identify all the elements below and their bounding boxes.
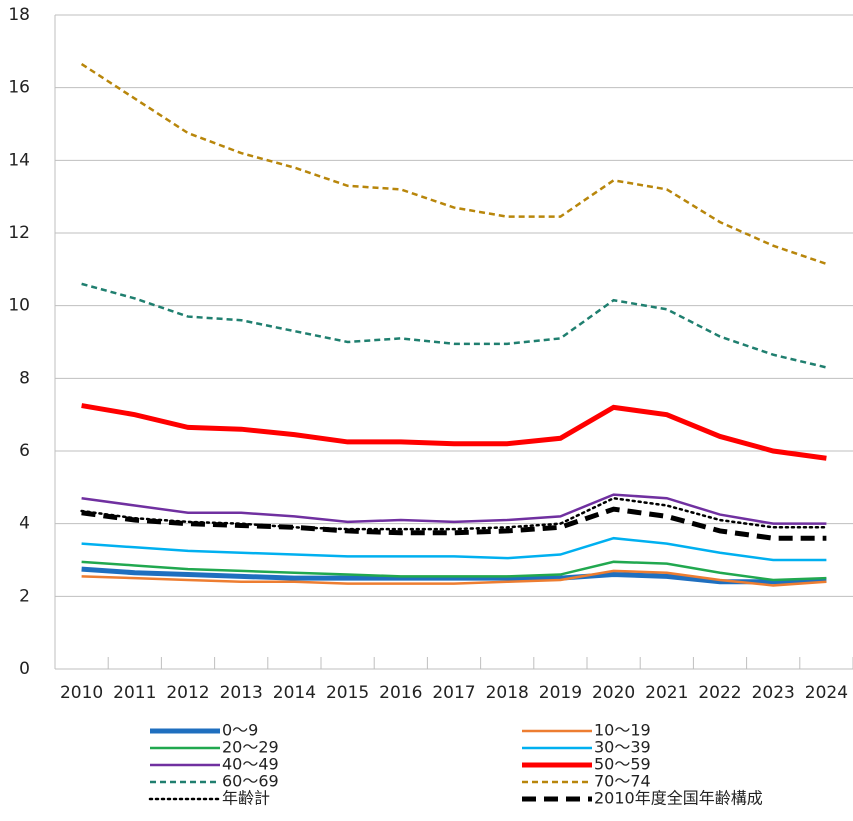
x-tick-label: 2012 — [166, 683, 209, 703]
legend-label: 30～39 — [594, 738, 651, 757]
x-tick-label: 2011 — [113, 683, 156, 703]
x-tick-label: 2010 — [60, 683, 103, 703]
y-tick-label: 2 — [19, 586, 30, 606]
series-line — [81, 403, 827, 461]
series-line — [81, 506, 827, 541]
legend-label: 60～69 — [222, 772, 279, 791]
legend-label: 0～9 — [222, 721, 258, 740]
y-tick-label: 12 — [8, 223, 30, 243]
x-tick-label: 2019 — [539, 683, 582, 703]
y-tick-label: 16 — [8, 78, 30, 98]
y-tick-label: 4 — [19, 514, 30, 534]
y-tick-label: 10 — [8, 296, 30, 316]
series-line — [80, 496, 828, 531]
y-tick-label: 6 — [19, 441, 30, 461]
series-line — [81, 566, 827, 585]
series-line — [81, 569, 827, 587]
series-line — [81, 536, 827, 562]
series-line — [81, 282, 827, 369]
legend-label: 年齢計 — [222, 789, 270, 808]
x-tick-label: 2022 — [698, 683, 741, 703]
x-tick-label: 2018 — [486, 683, 529, 703]
x-tick-label: 2020 — [592, 683, 635, 703]
legend-label: 40～49 — [222, 755, 279, 774]
legend-label: 2010年度全国年齢構成 — [594, 789, 763, 808]
legend-label: 20～29 — [222, 738, 279, 757]
x-tick-label: 2021 — [645, 683, 688, 703]
x-tick-label: 2014 — [273, 683, 316, 703]
y-tick-label: 8 — [19, 368, 30, 388]
x-tick-label: 2015 — [326, 683, 369, 703]
x-tick-label: 2024 — [805, 683, 848, 703]
y-tick-label: 18 — [8, 5, 30, 25]
x-tick-label: 2023 — [752, 683, 795, 703]
legend-label: 10～19 — [594, 721, 651, 740]
x-tick-label: 2016 — [379, 683, 422, 703]
series-line — [81, 560, 827, 582]
legend-label: 70～74 — [594, 772, 651, 791]
x-tick-label: 2013 — [220, 683, 263, 703]
y-tick-label: 0 — [19, 659, 30, 679]
series-line — [81, 493, 827, 525]
legend-label: 50～59 — [594, 755, 651, 774]
y-tick-label: 14 — [8, 150, 30, 170]
x-tick-label: 2017 — [432, 683, 475, 703]
series-line — [80, 63, 827, 266]
